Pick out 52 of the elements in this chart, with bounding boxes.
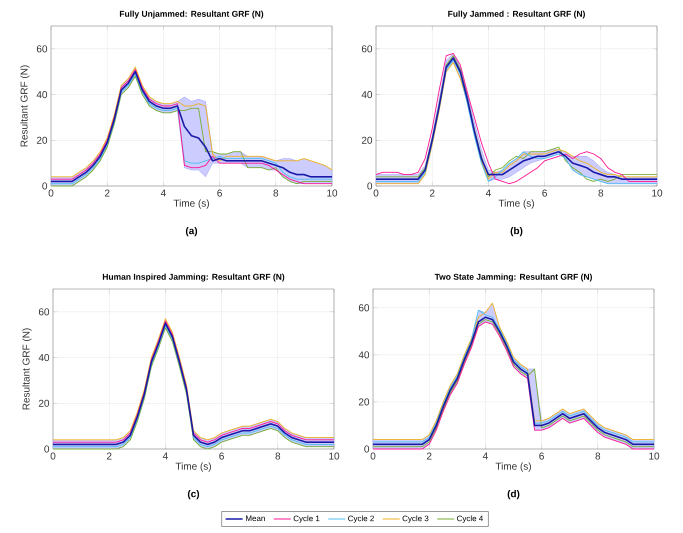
chart-title: Fully Unjammed: Resultant GRF (N) xyxy=(120,10,264,18)
y-tick-label: 20 xyxy=(362,136,372,144)
x-tick-label: 8 xyxy=(275,452,280,460)
y-tick-label: 0 xyxy=(367,182,372,190)
x-tick-label: 4 xyxy=(486,190,491,196)
x-tick-label: 6 xyxy=(542,190,547,197)
x-tick-label: 4 xyxy=(482,452,488,460)
x-tick-label: 10 xyxy=(652,190,662,197)
text: (b) xyxy=(510,226,522,236)
chart-title: Human Inspired Jamming: Resultant GRF (N) xyxy=(102,274,284,282)
x-tick-label: 8 xyxy=(595,452,600,460)
y-tick-label: 0 xyxy=(44,445,50,453)
x-axis-title: Time (s) xyxy=(498,199,534,209)
y-tick-label: 40 xyxy=(358,351,370,358)
x-axis-title: Time (s) xyxy=(496,462,531,472)
x-tick-label: 8 xyxy=(598,190,604,197)
y-tick-label: 40 xyxy=(362,91,372,98)
y-tick-label: 40 xyxy=(38,354,50,362)
y-tick-label: 20 xyxy=(38,400,50,407)
y-tick-label: 20 xyxy=(36,136,48,144)
chart-title: Fully Jammed : Resultant GRF (N) xyxy=(448,10,585,18)
x-tick-label: 6 xyxy=(217,190,222,197)
x-tick-label: 2 xyxy=(430,190,434,196)
x-tick-label: 6 xyxy=(539,452,544,460)
y-tick-label: 0 xyxy=(364,445,370,453)
y-tick-label: 60 xyxy=(362,45,372,52)
y-tick-label: 20 xyxy=(358,398,370,406)
y-tick-label: 60 xyxy=(36,45,48,52)
y-tick-label: 40 xyxy=(36,91,48,98)
x-tick-label: 10 xyxy=(649,452,660,460)
x-axis-title: Time (s) xyxy=(174,199,209,209)
x-tick-label: 2 xyxy=(104,190,110,196)
y-tick-label: 60 xyxy=(38,308,50,316)
x-tick-label: 0 xyxy=(50,452,56,460)
chart-title: Two State Jamming: Resultant GRF (N) xyxy=(434,274,592,282)
y-tick-label: 60 xyxy=(358,304,370,312)
text: (c) xyxy=(188,490,200,500)
x-tick-label: 6 xyxy=(219,452,224,460)
x-tick-label: 2 xyxy=(426,452,432,460)
x-tick-label: 10 xyxy=(329,452,340,460)
x-tick-label: 4 xyxy=(162,452,168,460)
x-tick-label: 10 xyxy=(327,190,338,197)
y-tick-label: 0 xyxy=(42,182,48,190)
x-tick-label: 0 xyxy=(374,190,378,197)
text: (a) xyxy=(186,226,198,236)
x-tick-label: 8 xyxy=(273,190,278,197)
y-axis-title: Resultant GRF (N) xyxy=(20,65,30,146)
x-tick-label: 2 xyxy=(106,452,112,460)
x-tick-label: 4 xyxy=(160,190,166,196)
text: (d) xyxy=(508,490,520,500)
y-axis-title: Resultant GRF (N) xyxy=(22,328,32,410)
x-axis-title: Time (s) xyxy=(176,462,211,472)
